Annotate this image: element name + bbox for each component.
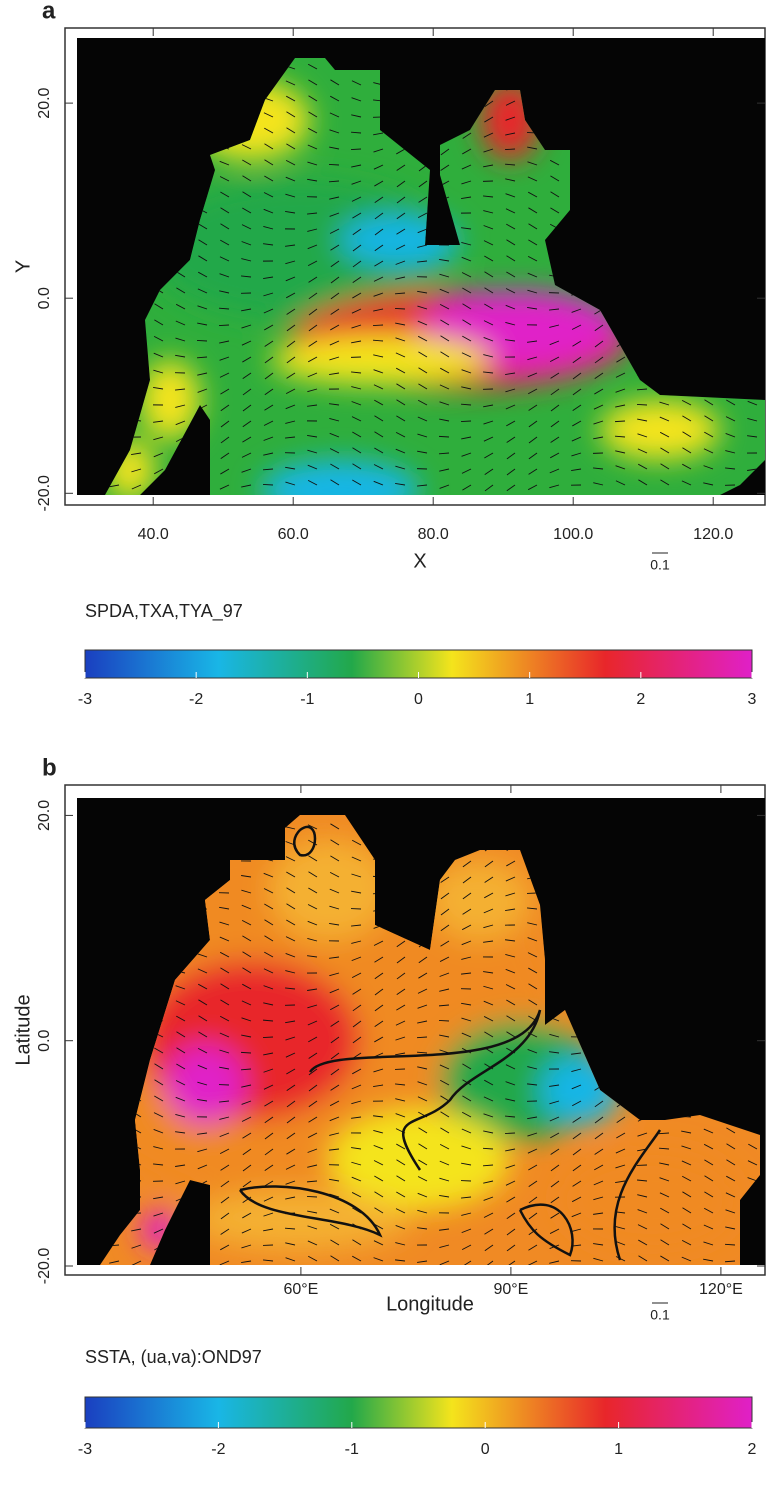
flow-arrow (241, 1052, 251, 1053)
flow-arrow (307, 1196, 317, 1197)
x-tick-label: 100.0 (553, 526, 593, 543)
colorbar-tick-label: -1 (300, 691, 314, 708)
flow-arrow (505, 149, 515, 150)
panel-label: a (42, 0, 56, 24)
x-tick-label: 90°E (493, 1281, 528, 1298)
x-tick-label: 80.0 (418, 526, 449, 543)
flow-arrow (263, 1037, 273, 1038)
colorbar-tick-label: -3 (78, 1441, 92, 1458)
flow-arrow (637, 404, 647, 405)
flow-arrow (197, 340, 207, 341)
flow-arrow (417, 1037, 427, 1038)
colorbar-tick-label: 1 (614, 1441, 623, 1458)
colorbar-tick-label: 2 (636, 691, 645, 708)
colorbar-tick-label: 3 (748, 691, 757, 708)
x-tick-label: 120.0 (693, 526, 733, 543)
flow-arrow (329, 164, 339, 165)
colorbar-tick-label: 1 (525, 691, 534, 708)
y-axis-label: Y (12, 260, 34, 273)
x-tick-label: 40.0 (138, 526, 169, 543)
x-tick-label: 60.0 (278, 526, 309, 543)
y-tick-label: 20.0 (36, 87, 53, 118)
vector-scale-label: 0.1 (650, 557, 670, 573)
flow-arrow (351, 149, 361, 150)
colorbar-tick-label: 0 (481, 1441, 490, 1458)
flow-arrow (505, 1133, 515, 1134)
y-tick-label: -20.0 (36, 1248, 53, 1285)
colorbar (85, 1397, 752, 1428)
panel-label: b (42, 754, 57, 781)
y-tick-label: -20.0 (36, 475, 53, 512)
flow-arrow (263, 484, 273, 485)
colorbar-tick-label: -1 (345, 1441, 359, 1458)
colorbar-tick-label: -2 (189, 691, 203, 708)
field-patch (190, 1190, 410, 1250)
y-tick-label: 0.0 (36, 1029, 53, 1051)
vector-scale-label: 0.1 (650, 1307, 670, 1323)
colorbar-tick-label: -3 (78, 691, 92, 708)
y-tick-label: 0.0 (36, 287, 53, 309)
colorbar-tick-label: 0 (414, 691, 423, 708)
colorbar-tick-label: -2 (211, 1441, 225, 1458)
flow-arrow (615, 421, 625, 422)
x-tick-label: 120°E (699, 1281, 743, 1298)
flow-arrow (461, 421, 471, 422)
flow-arrow (395, 308, 405, 309)
flow-arrow (373, 325, 383, 326)
flow-arrow (219, 325, 229, 326)
colorbar-title: SPDA,TXA,TYA_97 (85, 601, 243, 622)
colorbar-title: SSTA, (ua,va):OND97 (85, 1347, 262, 1367)
y-axis-label: Latitude (12, 994, 34, 1065)
flow-arrow (439, 436, 449, 437)
colorbar-tick-label: 2 (748, 1441, 757, 1458)
field-patch (260, 460, 420, 520)
field-patch (165, 1045, 245, 1125)
x-axis-label: Longitude (386, 1293, 474, 1315)
x-axis-label: X (413, 550, 426, 572)
flow-arrow (439, 1020, 449, 1021)
y-tick-label: 20.0 (36, 800, 53, 831)
x-tick-label: 60°E (283, 1281, 318, 1298)
field-patch (270, 335, 490, 385)
